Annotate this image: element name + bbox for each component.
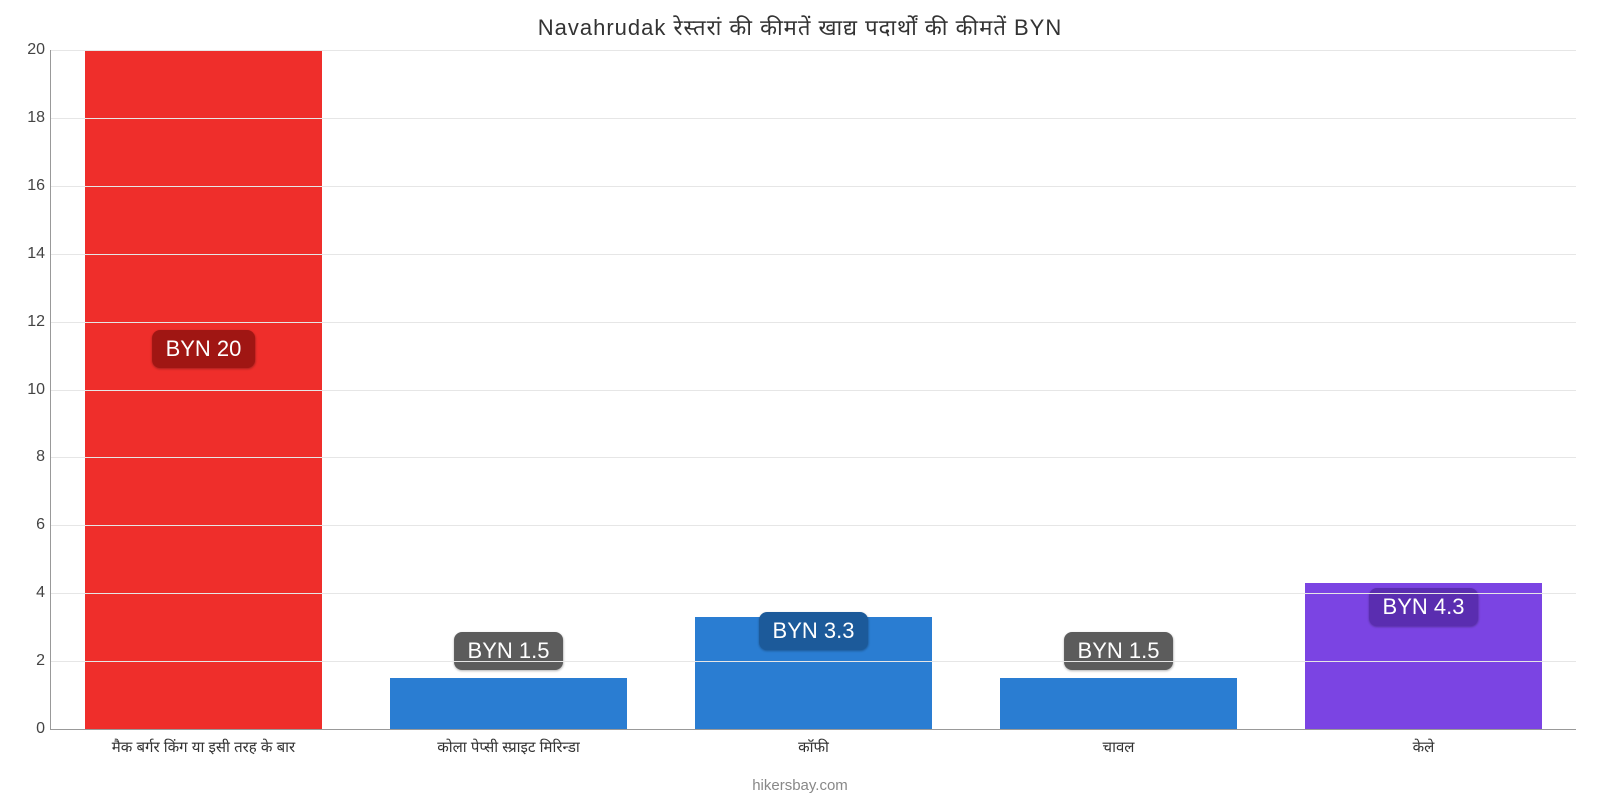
- plot-area: BYN 20BYN 1.5BYN 3.3BYN 1.5BYN 4.3 02468…: [50, 50, 1576, 730]
- y-tick-label: 18: [13, 109, 45, 127]
- y-tick-label: 12: [13, 313, 45, 331]
- gridline: [51, 50, 1576, 51]
- value-badge: BYN 1.5: [1064, 632, 1174, 670]
- gridline: [51, 254, 1576, 255]
- gridline: [51, 118, 1576, 119]
- gridline: [51, 525, 1576, 526]
- y-tick-label: 2: [13, 652, 45, 670]
- gridline: [51, 390, 1576, 391]
- y-tick-label: 8: [13, 448, 45, 466]
- y-tick-label: 4: [13, 584, 45, 602]
- y-tick-label: 14: [13, 245, 45, 263]
- value-badge: BYN 20: [152, 330, 256, 368]
- gridline: [51, 661, 1576, 662]
- value-badge: BYN 1.5: [454, 632, 564, 670]
- chart-container: Navahrudak रेस्तरां की कीमतें खाद्य पदार…: [0, 0, 1600, 800]
- y-tick-label: 10: [13, 381, 45, 399]
- gridline: [51, 457, 1576, 458]
- gridline: [51, 322, 1576, 323]
- gridline: [51, 186, 1576, 187]
- x-category-label: चावल: [1103, 737, 1135, 757]
- value-badge: BYN 3.3: [759, 612, 869, 650]
- y-tick-label: 20: [13, 41, 45, 59]
- bar: [1000, 678, 1238, 729]
- attribution-text: hikersbay.com: [752, 777, 848, 794]
- bar: [390, 678, 628, 729]
- x-category-label: कोला पेप्सी स्प्राइट मिरिन्डा: [437, 737, 580, 757]
- gridline: [51, 593, 1576, 594]
- chart-title: Navahrudak रेस्तरां की कीमतें खाद्य पदार…: [0, 0, 1600, 42]
- x-category-label: मैक बर्गर किंग या इसी तरह के बार: [112, 737, 295, 757]
- y-tick-label: 0: [13, 720, 45, 738]
- y-tick-label: 16: [13, 177, 45, 195]
- x-category-label: कॉफी: [798, 737, 829, 757]
- y-tick-label: 6: [13, 516, 45, 534]
- x-category-label: केले: [1413, 737, 1435, 757]
